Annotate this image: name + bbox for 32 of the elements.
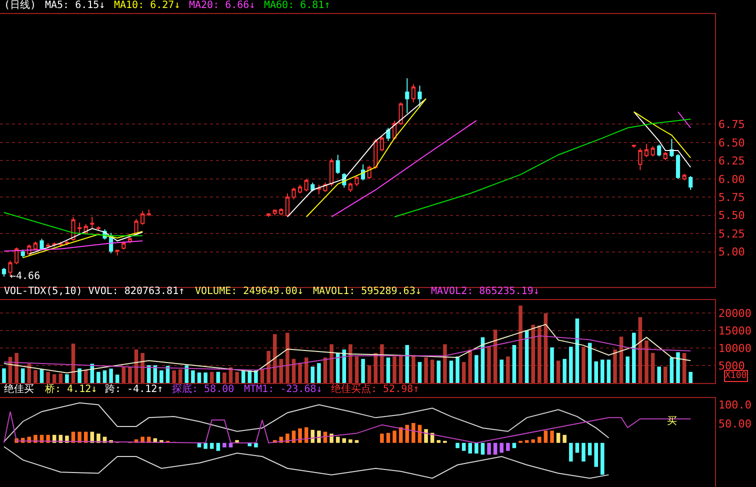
annotation: VOLUME: 249649.00↓ (195, 286, 304, 297)
text: MA20: 6.66↓ (189, 0, 256, 11)
text: 桥: 4.12↓ (44, 383, 98, 395)
text: 绝佳买 (4, 383, 34, 395)
y-tick-label: 5.00 (718, 246, 745, 259)
y-tick-label: 50.00 (718, 418, 752, 431)
text: 探底: 58.00 (172, 383, 234, 395)
annotation: 买 (667, 416, 677, 427)
text: MA10: 6.27↓ (114, 0, 180, 11)
y-tick-label: 5.75 (718, 191, 745, 204)
y-tick-label: 100.0 (718, 398, 752, 412)
text: MTM1: -23.68↓ (244, 384, 322, 395)
annotation: ←4.66 (10, 271, 40, 282)
text: (日线) (4, 0, 36, 11)
text: 跨: -4.12↑ (105, 384, 164, 395)
y-tick-label: 20000 (718, 307, 752, 320)
y-tick-label: 6.00 (718, 172, 745, 186)
text: MA5: 6.15↓ (45, 0, 106, 11)
y-tick-label: 6.75 (718, 118, 745, 132)
text: MA60: 6.81↑ (264, 0, 330, 11)
text: 绝佳买点: 52.98↑ (331, 383, 420, 395)
y-tick-label: 5.50 (718, 209, 745, 222)
y-axis-title: X100 (725, 371, 747, 381)
y-tick-label: 10000 (718, 342, 752, 355)
annotation: MAVOL1: 595289.63↓ (313, 286, 422, 297)
annotation: MAVOL2: 865235.19↓ (431, 286, 540, 297)
y-tick-label: 5000 (718, 359, 745, 372)
y-tick-label: 5.25 (718, 227, 745, 240)
annotation: VOL-TDX(5,10) VVOL: 820763.81↑ (4, 286, 185, 297)
y-tick-label: 6.25 (718, 154, 745, 168)
y-tick-label: 6.50 (718, 136, 745, 150)
y-tick-label: 15000 (718, 324, 752, 338)
